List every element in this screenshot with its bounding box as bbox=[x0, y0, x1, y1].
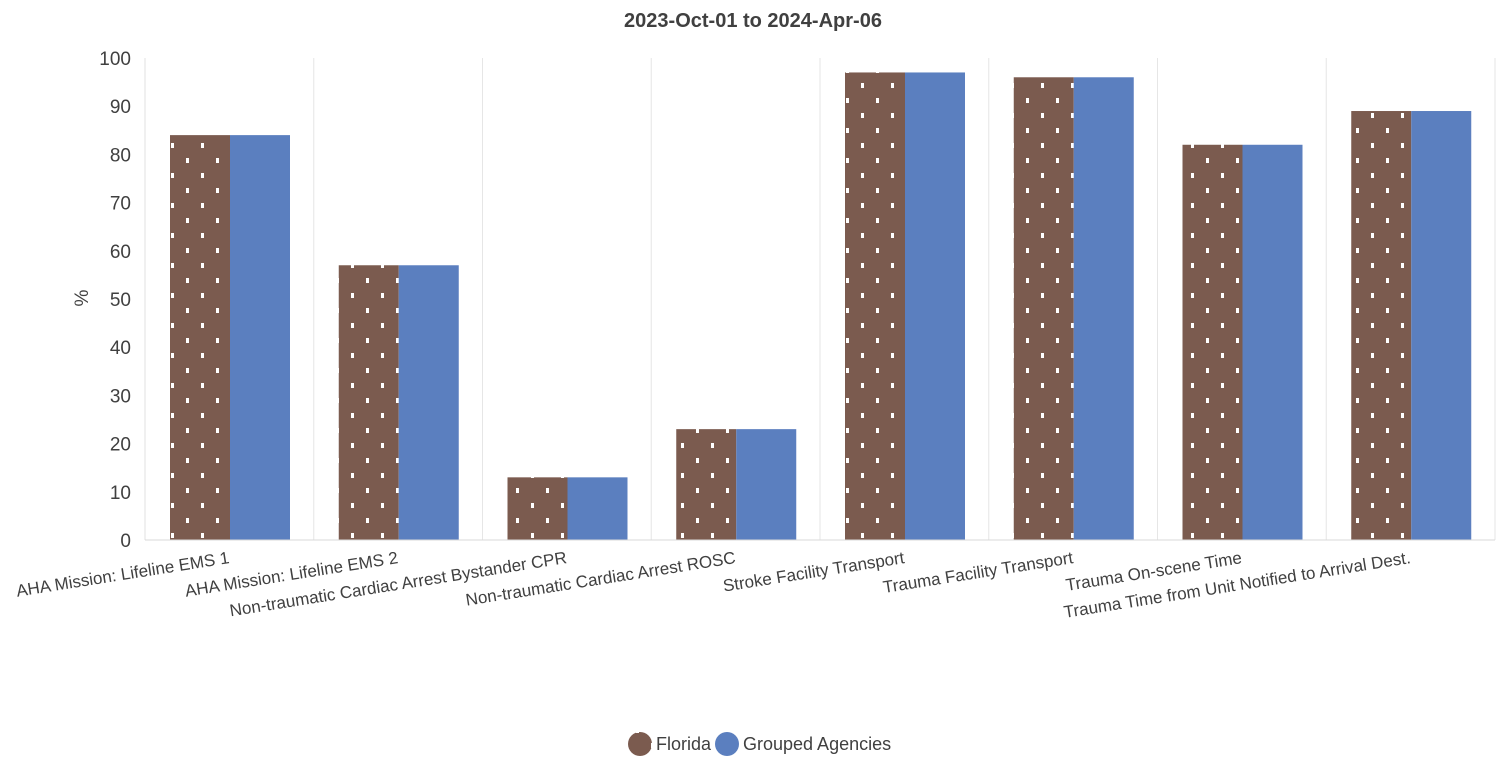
y-tick-label: 70 bbox=[110, 194, 131, 215]
bar-grouped-agencies bbox=[1242, 144, 1303, 540]
y-tick-label: 90 bbox=[110, 97, 131, 118]
y-tick-label: 20 bbox=[110, 435, 131, 456]
y-tick-label: 60 bbox=[110, 242, 131, 263]
y-axis: 0 10 20 30 40 50 60 70 80 90 100 bbox=[99, 49, 146, 552]
legend-swatch-grouped-agencies bbox=[715, 732, 739, 756]
legend-swatch-florida bbox=[628, 732, 652, 756]
bar-grouped-agencies bbox=[1411, 111, 1472, 541]
y-tick-label: 50 bbox=[110, 290, 131, 311]
y-axis-label: % bbox=[72, 289, 93, 306]
y-tick-label: 40 bbox=[110, 338, 131, 359]
x-tick-label: Trauma Facility Transport bbox=[882, 548, 1075, 597]
bar-florida bbox=[338, 265, 399, 540]
x-tick-label: Stroke Facility Transport bbox=[722, 548, 906, 595]
y-tick-label: 0 bbox=[120, 531, 131, 552]
bar-grouped-agencies bbox=[230, 135, 290, 540]
bar-grouped-agencies bbox=[736, 429, 797, 540]
bar-florida bbox=[1182, 144, 1243, 540]
y-tick-label: 10 bbox=[110, 483, 131, 504]
bar-florida bbox=[845, 72, 905, 541]
bar-grouped-agencies bbox=[1073, 77, 1134, 540]
bar-florida bbox=[507, 477, 568, 540]
y-tick-label: 80 bbox=[110, 145, 131, 166]
legend-label-grouped-agencies: Grouped Agencies bbox=[743, 734, 891, 754]
bar-grouped-agencies bbox=[398, 265, 459, 540]
bar-florida bbox=[676, 429, 737, 540]
bar-florida bbox=[1351, 111, 1412, 541]
bar-florida bbox=[170, 135, 230, 540]
bars bbox=[170, 72, 1472, 541]
y-tick-label: 30 bbox=[110, 386, 131, 407]
grid-lines bbox=[313, 58, 1496, 540]
y-tick-label: 100 bbox=[99, 49, 131, 70]
bar-grouped-agencies bbox=[905, 72, 965, 541]
bar-grouped-agencies bbox=[567, 477, 628, 540]
legend: Florida Grouped Agencies bbox=[628, 732, 891, 756]
chart-title: 2023-Oct-01 to 2024-Apr-06 bbox=[624, 10, 882, 32]
legend-label-florida: Florida bbox=[656, 734, 712, 754]
bar-florida bbox=[1013, 77, 1074, 540]
